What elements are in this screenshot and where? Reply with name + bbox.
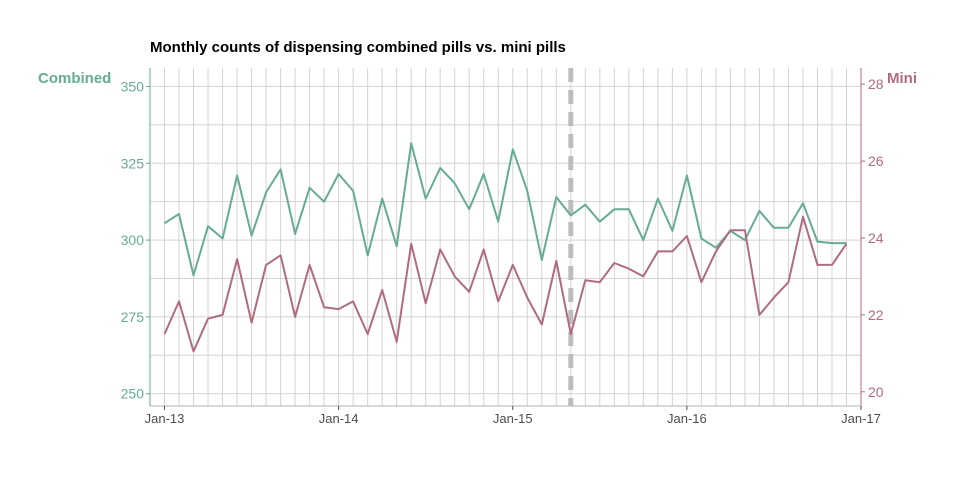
grid — [149, 68, 862, 406]
right-axis-title: Mini — [887, 70, 917, 87]
x-tick-label: Jan-13 — [145, 411, 185, 426]
right-tick-label: 22 — [868, 307, 884, 323]
series-line-combined — [163, 142, 847, 277]
left-tick-label: 350 — [121, 78, 145, 94]
x-tick-label: Jan-15 — [493, 411, 533, 426]
axes: 250 275 300 325 350 20 22 24 26 28 Jan-13 Jan-14 Jan… — [121, 68, 884, 426]
right-tick-label: 28 — [868, 76, 884, 92]
x-tick-label: Jan-17 — [841, 411, 881, 426]
x-tick-label: Jan-16 — [667, 411, 707, 426]
left-tick-label: 325 — [121, 155, 145, 171]
left-axis-title: Combined — [38, 70, 111, 87]
chart-title: Monthly counts of dispensing combined pi… — [150, 39, 566, 56]
right-tick-label: 24 — [868, 230, 884, 246]
left-tick-label: 275 — [121, 309, 145, 325]
left-tick-label: 250 — [121, 386, 145, 402]
x-tick-label: Jan-14 — [319, 411, 359, 426]
series-layer — [163, 142, 848, 353]
right-tick-label: 26 — [868, 153, 884, 169]
right-tick-label: 20 — [868, 384, 884, 400]
series-line-mini — [163, 215, 848, 353]
left-tick-label: 300 — [121, 232, 145, 248]
